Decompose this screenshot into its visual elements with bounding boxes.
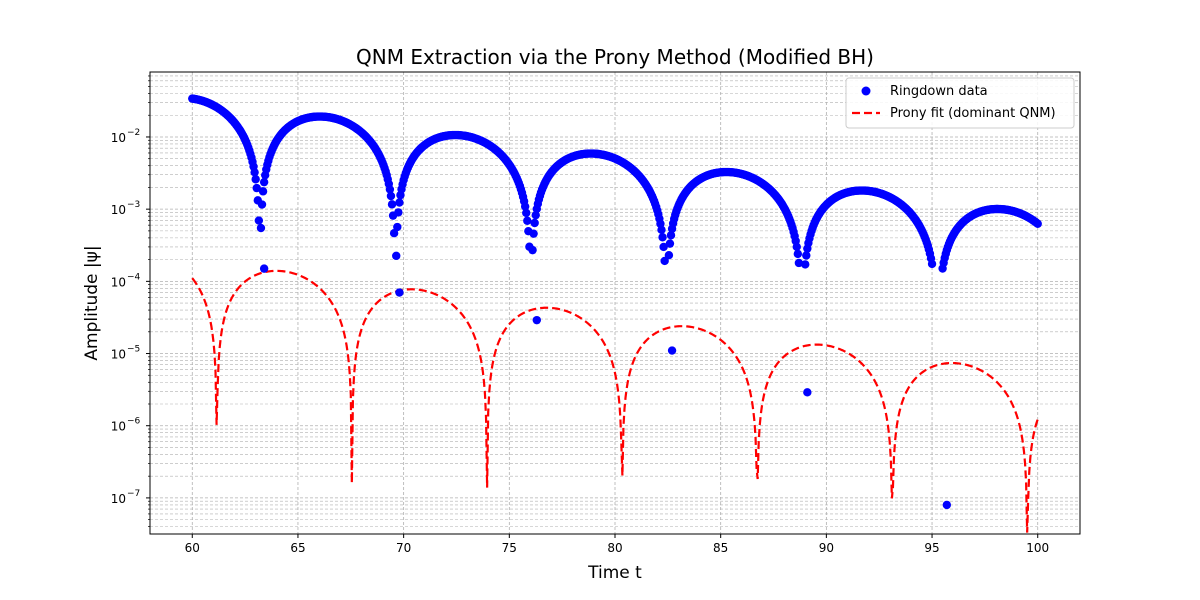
ringdown-data-points: [188, 94, 1042, 510]
data-point: [792, 242, 801, 252]
data-point: [803, 388, 812, 397]
data-point: [658, 233, 667, 242]
data-point: [392, 251, 401, 261]
x-tick-label: 75: [502, 541, 517, 555]
data-point: [659, 242, 668, 252]
data-point: [801, 260, 810, 269]
data-point: [665, 239, 675, 248]
data-point: [664, 251, 674, 260]
y-tick-label-exponent: −5: [127, 345, 140, 355]
grid: [150, 72, 1080, 534]
data-point: [530, 218, 539, 228]
data-point: [251, 175, 260, 184]
prony-fit-line: [191, 269, 1039, 533]
data-point: [387, 200, 397, 209]
data-point: [394, 208, 403, 217]
y-tick-label: 10: [111, 420, 126, 434]
data-point: [667, 346, 677, 355]
data-point: [257, 200, 267, 209]
legend-box: [845, 77, 1075, 129]
x-tick-label: 65: [290, 541, 305, 555]
y-tick-label: 10: [111, 131, 126, 145]
legend: Ringdown data Prony fit (dominant QNM): [845, 77, 1075, 129]
y-tick-label: 10: [111, 203, 126, 217]
data-point: [256, 223, 266, 233]
data-point: [942, 500, 952, 510]
legend-label-prony: Prony fit (dominant QNM): [890, 106, 1056, 121]
y-tick-label: 10: [111, 275, 126, 289]
x-tick-label: 60: [185, 541, 200, 555]
data-point: [250, 168, 259, 177]
data-point: [794, 258, 804, 268]
data-point: [254, 216, 264, 225]
y-tick-label-exponent: −4: [127, 272, 141, 282]
data-point: [523, 216, 532, 225]
data-point: [531, 210, 540, 220]
chart-title: QNM Extraction via the Prony Method (Mod…: [356, 45, 874, 69]
data-point: [927, 259, 937, 269]
data-point: [666, 231, 676, 240]
y-tick-label-exponent: −3: [127, 200, 140, 210]
data-point: [802, 251, 811, 260]
data-point: [395, 288, 404, 297]
legend-marker-ringdown: [861, 86, 871, 96]
x-tick-label: 90: [819, 541, 834, 555]
y-tick-label: 10: [111, 348, 126, 362]
data-point: [660, 256, 669, 266]
x-tick-label: 85: [713, 541, 728, 555]
data-point: [657, 225, 666, 235]
data-point: [793, 249, 803, 259]
data-point: [1033, 219, 1042, 228]
legend-label-ringdown: Ringdown data: [890, 84, 988, 99]
y-tick-label-exponent: −2: [127, 128, 140, 138]
data-layer: [188, 94, 1042, 533]
x-axis-label: Time t: [587, 563, 642, 583]
data-point: [529, 229, 538, 238]
x-tick-label: 70: [396, 541, 411, 555]
data-point: [386, 191, 396, 201]
data-point: [252, 183, 261, 193]
x-tick-label: 100: [1026, 541, 1049, 555]
data-point: [259, 264, 269, 273]
data-point: [259, 177, 269, 187]
data-point: [528, 245, 537, 255]
y-tick-label-exponent: −6: [127, 417, 141, 427]
y-tick-label: 10: [111, 492, 126, 506]
x-tick-label: 80: [607, 541, 622, 555]
data-point: [395, 198, 404, 207]
x-tick-label: 95: [924, 541, 939, 555]
data-point: [393, 222, 402, 232]
y-tick-label-exponent: −7: [127, 489, 140, 499]
y-axis-label: Amplitude |ψ|: [82, 245, 102, 360]
data-point: [522, 208, 531, 218]
data-point: [385, 185, 395, 194]
data-point: [532, 315, 541, 325]
data-point: [389, 229, 399, 238]
data-point: [520, 202, 530, 211]
data-point: [258, 187, 268, 196]
